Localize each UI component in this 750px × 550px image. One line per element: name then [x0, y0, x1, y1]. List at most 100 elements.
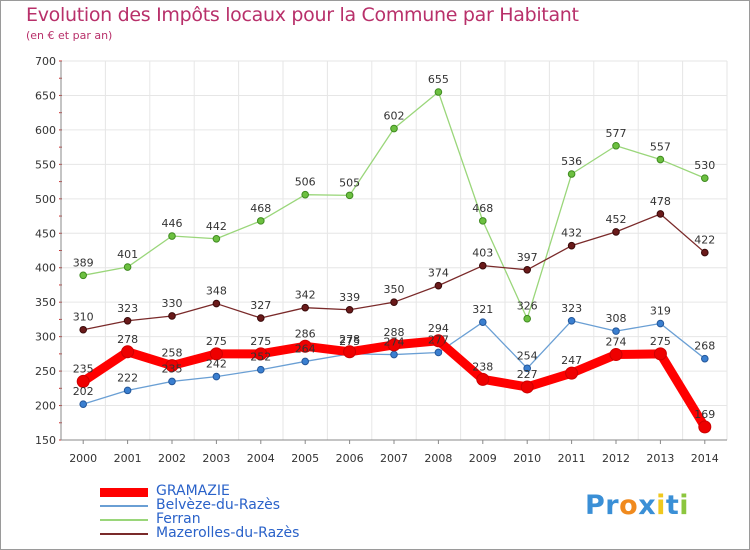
- y-tick-label: 400: [35, 262, 56, 275]
- data-point-mazerolles-du-raz-s: [345, 305, 354, 314]
- data-point-gramazie: [565, 366, 579, 380]
- data-label-belv-ze-du-raz-s: 264: [295, 342, 316, 355]
- legend-item: Mazerolles-du-Razès: [100, 525, 360, 542]
- y-tick-label: 300: [35, 331, 56, 344]
- data-label-gramazie: 169: [694, 408, 715, 421]
- data-point-mazerolles-du-raz-s: [212, 299, 221, 308]
- data-label-belv-ze-du-raz-s: 277: [428, 333, 449, 346]
- data-label-ferran: 505: [339, 176, 360, 189]
- data-label-ferran: 468: [250, 202, 271, 215]
- data-point-ferran: [523, 314, 532, 323]
- data-label-belv-ze-du-raz-s: 268: [694, 340, 715, 353]
- data-point-belv-ze-du-raz-s: [701, 354, 709, 363]
- legend-swatch: [100, 519, 148, 521]
- data-point-belv-ze-du-raz-s: [479, 318, 487, 326]
- data-point-belv-ze-du-raz-s: [123, 386, 132, 395]
- data-label-belv-ze-du-raz-s: 235: [162, 362, 183, 375]
- data-point-belv-ze-du-raz-s: [434, 348, 443, 357]
- data-label-gramazie: 275: [206, 335, 227, 348]
- data-point-belv-ze-du-raz-s: [523, 364, 532, 373]
- data-point-ferran: [612, 141, 620, 150]
- data-label-ferran: 577: [606, 127, 627, 140]
- data-label-gramazie: 278: [117, 333, 138, 346]
- logo-letter: i: [656, 490, 666, 521]
- data-point-gramazie: [698, 420, 712, 434]
- data-point-gramazie: [520, 380, 534, 394]
- data-point-ferran: [656, 155, 665, 164]
- legend-label: Ferran: [156, 511, 201, 527]
- data-point-mazerolles-du-raz-s: [257, 314, 265, 322]
- data-point-ferran: [79, 271, 87, 280]
- data-label-mazerolles-du-raz-s: 397: [517, 251, 538, 264]
- logo-letter: r: [605, 490, 620, 521]
- logo-letter: t: [665, 490, 680, 521]
- data-label-gramazie: 278: [339, 333, 360, 346]
- data-point-mazerolles-du-raz-s: [701, 248, 709, 257]
- y-tick-label: 200: [35, 400, 56, 413]
- x-tick-label: 2010: [513, 452, 541, 465]
- data-point-gramazie: [476, 372, 490, 386]
- proxiti-logo[interactable]: Proxiti: [585, 490, 689, 521]
- logo-letter: i: [679, 490, 690, 521]
- data-point-gramazie: [431, 334, 445, 348]
- x-tick-label: 2012: [602, 452, 630, 465]
- data-label-ferran: 506: [295, 176, 316, 189]
- data-point-mazerolles-du-raz-s: [567, 241, 576, 250]
- data-label-mazerolles-du-raz-s: 323: [117, 302, 138, 315]
- data-label-mazerolles-du-raz-s: 342: [295, 289, 316, 302]
- y-tick-label: 150: [35, 434, 56, 447]
- data-label-belv-ze-du-raz-s: 319: [650, 305, 671, 318]
- chart-title: Evolution des Impôts locaux pour la Comm…: [26, 4, 579, 26]
- x-tick-label: 2000: [69, 452, 97, 465]
- data-label-ferran: 602: [384, 110, 405, 123]
- data-label-mazerolles-du-raz-s: 432: [561, 227, 582, 240]
- x-tick-label: 2008: [424, 452, 452, 465]
- data-point-mazerolles-du-raz-s: [123, 316, 132, 325]
- data-label-mazerolles-du-raz-s: 350: [384, 283, 405, 296]
- x-tick-label: 2006: [336, 452, 364, 465]
- data-label-belv-ze-du-raz-s: 252: [250, 351, 271, 364]
- data-label-mazerolles-du-raz-s: 348: [206, 285, 227, 298]
- data-point-mazerolles-du-raz-s: [523, 265, 532, 274]
- data-label-belv-ze-du-raz-s: 275: [339, 335, 360, 348]
- plot-area: [61, 61, 727, 440]
- data-point-ferran: [567, 170, 576, 178]
- data-label-gramazie: 286: [295, 327, 316, 340]
- data-label-mazerolles-du-raz-s: 422: [694, 234, 715, 247]
- y-tick-label: 550: [35, 158, 56, 171]
- data-label-ferran: 446: [162, 217, 183, 230]
- data-point-mazerolles-du-raz-s: [390, 298, 398, 306]
- y-tick-label: 500: [35, 193, 56, 206]
- y-tick-label: 600: [35, 124, 56, 137]
- data-point-mazerolles-du-raz-s: [168, 312, 176, 320]
- data-point-ferran: [701, 174, 709, 182]
- data-point-gramazie: [343, 345, 357, 359]
- data-point-gramazie: [209, 347, 223, 361]
- y-tick-label: 450: [35, 227, 56, 240]
- data-point-gramazie: [165, 359, 179, 373]
- x-tick-label: 2001: [114, 452, 142, 465]
- x-tick-label: 2013: [646, 452, 674, 465]
- data-point-ferran: [345, 191, 354, 200]
- legend-swatch: [100, 487, 148, 497]
- chart-subtitle: (en € et par an): [26, 29, 113, 42]
- legend-item: Ferran: [100, 511, 360, 528]
- data-label-mazerolles-du-raz-s: 327: [250, 299, 271, 312]
- data-point-ferran: [301, 190, 310, 199]
- data-label-mazerolles-du-raz-s: 403: [472, 247, 493, 260]
- y-tick-label: 700: [35, 55, 56, 68]
- data-point-mazerolles-du-raz-s: [656, 210, 665, 218]
- logo-letter: o: [619, 490, 639, 521]
- data-label-mazerolles-du-raz-s: 310: [73, 311, 94, 324]
- legend-label: GRAMAZIE: [156, 483, 230, 499]
- data-label-belv-ze-du-raz-s: 254: [517, 349, 538, 362]
- data-point-belv-ze-du-raz-s: [212, 372, 221, 381]
- legend-item: GRAMAZIE: [100, 483, 360, 500]
- data-label-gramazie: 288: [384, 326, 405, 339]
- data-label-ferran: 536: [561, 155, 582, 168]
- y-tick-label: 650: [35, 89, 56, 102]
- x-tick-label: 2014: [691, 452, 719, 465]
- x-tick-label: 2009: [469, 452, 497, 465]
- data-point-ferran: [390, 124, 398, 133]
- x-tick-label: 2002: [158, 452, 186, 465]
